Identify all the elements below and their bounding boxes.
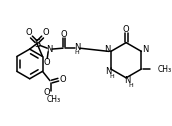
Text: O: O: [44, 88, 50, 97]
Text: O: O: [25, 28, 32, 37]
Text: N: N: [105, 67, 111, 76]
Text: S: S: [34, 39, 40, 49]
Text: H: H: [128, 83, 133, 88]
Text: N: N: [104, 45, 110, 54]
Text: O: O: [60, 75, 66, 84]
Text: O: O: [42, 28, 49, 37]
Text: N: N: [46, 45, 52, 54]
Text: H: H: [74, 50, 79, 55]
Text: O: O: [123, 25, 129, 34]
Text: H: H: [109, 74, 114, 79]
Text: O: O: [44, 58, 51, 67]
Text: N: N: [142, 45, 148, 54]
Text: CH₃: CH₃: [47, 95, 61, 104]
Text: O: O: [61, 30, 67, 39]
Text: N: N: [124, 76, 130, 85]
Text: N: N: [74, 43, 80, 52]
Text: CH₃: CH₃: [158, 65, 172, 74]
